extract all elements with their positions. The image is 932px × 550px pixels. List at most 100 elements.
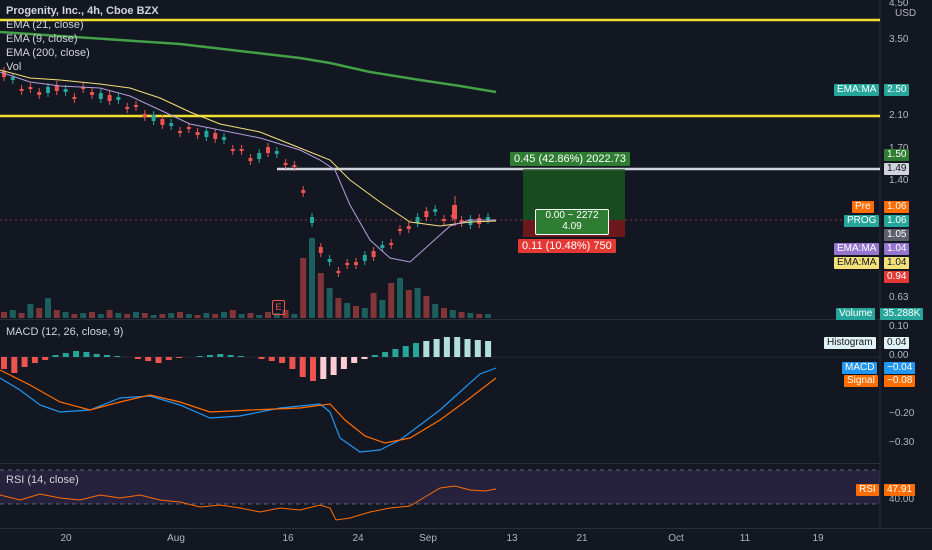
date-tick: Oct — [668, 533, 684, 544]
volume-bar — [229, 310, 236, 318]
volume-bar — [414, 288, 421, 318]
histogram-bar — [289, 357, 296, 369]
legend-ema200[interactable]: EMA (200, close) — [6, 47, 90, 59]
volume-bar — [89, 312, 95, 318]
volume-tag-label: Volume — [836, 308, 876, 320]
macd-tick: 0.00 — [889, 350, 909, 361]
signal-line[interactable] — [0, 369, 497, 444]
price-tick: 2.10 — [889, 110, 909, 121]
date-tick: Sep — [419, 533, 437, 544]
candle-body — [116, 97, 121, 100]
chart-title[interactable]: Progenity, Inc., 4h, Cboe BZX — [6, 5, 159, 17]
candle-body — [134, 105, 138, 107]
candle-body — [452, 205, 457, 219]
candle-body — [345, 263, 350, 265]
position-center-box[interactable]: 0.00 ~ 2272 4.09 — [535, 209, 609, 235]
candle-body — [327, 259, 332, 262]
date-tick: Aug — [167, 533, 185, 544]
volume-bar — [388, 283, 395, 318]
volume-bar — [115, 313, 122, 318]
candle-body — [371, 251, 376, 257]
volume-bar — [361, 308, 368, 318]
histogram-bar — [145, 357, 152, 361]
histogram-bar — [371, 355, 378, 357]
histogram-bar — [93, 354, 100, 357]
ema9-line[interactable] — [0, 71, 496, 263]
histogram-bar — [31, 357, 38, 363]
histogram-bar — [176, 357, 183, 358]
histogram-bar — [320, 357, 327, 379]
volume-bar — [273, 313, 280, 318]
rsi-title[interactable]: RSI (14, close) — [6, 474, 79, 486]
candle-body — [19, 89, 24, 91]
candle-body — [2, 71, 6, 77]
rsi-line[interactable] — [0, 485, 497, 521]
ema21-line[interactable] — [0, 69, 497, 227]
candle-body — [477, 218, 482, 224]
histogram-bar — [227, 355, 234, 357]
candle-body — [169, 123, 174, 126]
histogram-bar — [165, 357, 172, 360]
candle-body — [336, 271, 341, 273]
candle-body — [151, 115, 156, 121]
histogram-bar — [62, 353, 69, 357]
position-profit-label[interactable]: 0.45 (42.86%) 2022.73 — [510, 152, 630, 166]
volume-bar — [185, 314, 192, 318]
volume-bar — [291, 314, 298, 318]
histogram-bar — [52, 355, 59, 357]
candle-body — [406, 226, 411, 229]
volume-bar — [256, 315, 263, 318]
candle-body — [37, 92, 42, 95]
volume-bar — [1, 312, 7, 318]
histogram-bar — [310, 357, 316, 381]
histogram-bar — [42, 357, 49, 360]
candle-body — [107, 95, 112, 101]
volume-bar — [221, 312, 227, 318]
candle-body — [459, 220, 464, 223]
price-tick: 4.50 — [889, 0, 909, 9]
ema-ma-tag-label: EMA:MA — [834, 84, 880, 96]
volume-bar — [36, 308, 43, 318]
histogram-bar — [207, 355, 213, 357]
histogram-bar — [11, 357, 18, 373]
macd-tag-label: MACD — [842, 362, 878, 374]
date-tick: 16 — [282, 533, 294, 544]
volume-bar — [18, 313, 25, 318]
candle-body — [81, 87, 86, 89]
date-tick: 13 — [506, 533, 518, 544]
histogram-bar — [402, 346, 409, 357]
macd-title[interactable]: MACD (12, 26, close, 9) — [6, 326, 124, 338]
last-price-tag: 1.05 — [884, 229, 910, 241]
price-candles[interactable] — [2, 67, 490, 277]
macd-line[interactable] — [0, 367, 497, 453]
legend-ema9[interactable]: EMA (9, close) — [6, 33, 78, 45]
currency-label: USD — [895, 8, 917, 19]
position-loss-label[interactable]: 0.11 (10.48%) 750 — [518, 239, 616, 253]
volume-bar — [317, 273, 324, 318]
volume-bar — [335, 298, 342, 318]
histogram-bar — [382, 352, 389, 357]
histogram-bar — [1, 357, 7, 369]
volume-bar — [441, 308, 447, 318]
signal-tag-label: Signal — [844, 375, 878, 387]
volume-bar — [449, 310, 456, 318]
ema-purple-tag-label: EMA:MA — [834, 243, 880, 255]
legend-vol[interactable]: Vol — [6, 61, 22, 73]
legend-ema21[interactable]: EMA (21, close) — [6, 19, 84, 31]
volume-bar — [326, 288, 333, 318]
earnings-marker[interactable]: E — [272, 300, 285, 315]
histogram-tag-label: Histogram — [824, 337, 876, 349]
candle-body — [98, 93, 103, 99]
rsi-tag-value: 47.91 — [884, 484, 916, 496]
signal-tag-value: −0.08 — [884, 375, 916, 387]
candle-body — [389, 243, 394, 245]
histogram-bar — [340, 357, 347, 369]
macd-histogram — [1, 337, 492, 381]
pre-tag-value: 1.06 — [884, 201, 910, 213]
ema200-line[interactable] — [0, 30, 497, 94]
volume-bar — [353, 306, 359, 318]
ema-yellow-tag-value: 1.04 — [884, 257, 910, 269]
candle-body — [222, 137, 226, 140]
histogram-bar — [464, 339, 471, 357]
